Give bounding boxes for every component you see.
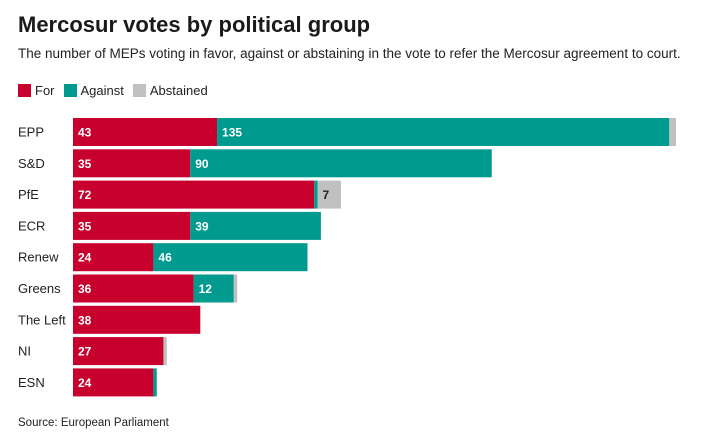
bar-renew-against <box>153 243 308 272</box>
source-note: Source: European Parliament <box>18 417 169 429</box>
legend-item-against: Against <box>63 83 124 98</box>
data-label-epp-for: 43 <box>78 126 92 140</box>
category-label-ecr: ECR <box>18 218 45 233</box>
category-label-sandd: S&D <box>18 156 45 171</box>
category-label-the-left: The Left <box>18 312 66 327</box>
data-label-pfe-abstained: 7 <box>323 188 330 202</box>
bar-ni-abstained <box>163 337 167 366</box>
legend-label-against: Against <box>80 83 124 98</box>
bar-sandd-against <box>190 149 492 178</box>
bar-greens-for <box>73 274 194 303</box>
category-label-pfe: PfE <box>18 187 39 202</box>
legend-swatch-against <box>63 84 77 97</box>
bar-ni-for <box>73 337 164 366</box>
bar-esn-for <box>73 368 154 397</box>
chart-subtitle: The number of MEPs voting in favor, agai… <box>18 46 681 61</box>
data-label-the-left-for: 38 <box>78 313 92 327</box>
data-label-sandd-for: 35 <box>78 157 92 171</box>
data-label-sandd-against: 90 <box>195 157 209 171</box>
data-label-esn-for: 24 <box>78 376 92 390</box>
bar-epp-abstained <box>669 118 676 146</box>
legend-label-for: For <box>35 83 55 98</box>
bar-epp-for <box>73 118 218 146</box>
legend-swatch-for <box>18 84 31 97</box>
data-label-ecr-for: 35 <box>78 219 92 233</box>
bar-ecr-against <box>190 211 321 240</box>
bar-pfe-against <box>314 180 318 209</box>
legend-item-abstained: Abstained <box>132 83 208 98</box>
bar-the-left-for <box>73 305 201 334</box>
data-label-epp-against: 135 <box>222 126 242 140</box>
category-label-esn: ESN <box>18 375 45 390</box>
category-label-epp: EPP <box>18 125 44 140</box>
data-label-renew-for: 24 <box>78 251 92 265</box>
bar-sandd-for <box>73 149 191 178</box>
data-label-renew-against: 46 <box>158 251 172 265</box>
category-label-ni: NI <box>18 344 31 359</box>
bar-renew-for <box>73 243 154 272</box>
data-label-greens-against: 12 <box>199 282 213 296</box>
data-label-pfe-for: 72 <box>78 188 92 202</box>
bar-esn-against <box>153 368 157 397</box>
category-label-greens: Greens <box>18 281 61 296</box>
bar-pfe-abstained <box>317 180 341 209</box>
bar-ecr-for <box>73 211 191 240</box>
legend-label-abstained: Abstained <box>149 83 208 98</box>
data-label-greens-for: 36 <box>78 282 92 296</box>
legend-item-for: For <box>18 83 55 98</box>
chart-title: Mercosur votes by political group <box>18 12 371 37</box>
legend-swatch-abstained <box>132 84 146 97</box>
data-label-ni-for: 27 <box>78 345 92 359</box>
bar-greens-against <box>193 274 234 303</box>
bar-greens-abstained <box>233 274 238 303</box>
legend: For Against Abstained <box>18 83 217 98</box>
bar-pfe-for <box>73 180 315 209</box>
category-label-renew: Renew <box>18 250 59 265</box>
data-label-ecr-against: 39 <box>195 219 209 233</box>
bar-epp-against <box>217 118 670 146</box>
